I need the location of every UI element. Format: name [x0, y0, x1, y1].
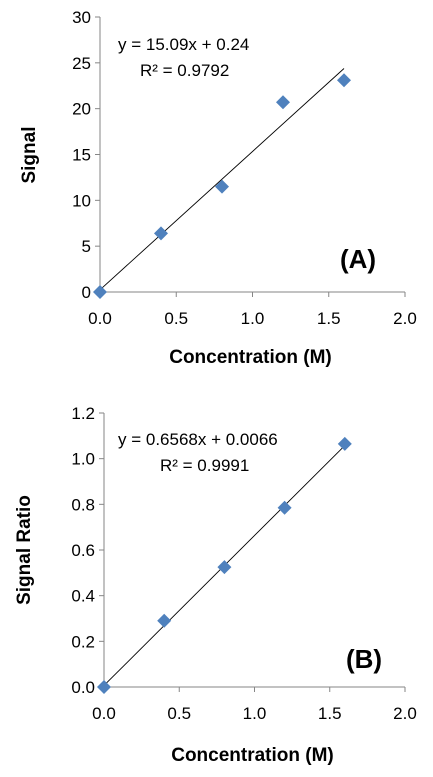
- y-tick-label: 0.2: [71, 632, 95, 651]
- data-point-marker: [276, 95, 290, 110]
- y-tick-label: 10: [72, 191, 91, 210]
- data-point-marker: [157, 613, 172, 628]
- data-point-marker: [215, 179, 229, 194]
- x-axis-title: Concentration (M): [171, 745, 334, 766]
- trendline-equation: y = 15.09x + 0.24: [118, 35, 249, 54]
- panel-label: (A): [340, 244, 376, 274]
- data-point-marker: [217, 560, 232, 575]
- x-tick-label: 0.5: [167, 704, 191, 723]
- panel-label: (B): [346, 644, 382, 674]
- y-axis-title: Signal: [19, 126, 40, 183]
- y-tick-label: 0.6: [71, 541, 95, 560]
- y-tick-label: 25: [72, 54, 91, 73]
- x-tick-label: 0.5: [164, 309, 188, 328]
- data-point-marker: [277, 500, 292, 515]
- y-tick-label: 20: [72, 100, 91, 119]
- trendline-equation: y = 0.6568x + 0.0066: [118, 430, 278, 449]
- trendline: [99, 68, 345, 291]
- x-tick-label: 1.0: [243, 704, 267, 723]
- y-tick-label: 1.0: [71, 450, 95, 469]
- x-tick-label: 1.0: [241, 309, 265, 328]
- y-tick-label: 0.8: [71, 495, 95, 514]
- x-tick-label: 2.0: [393, 704, 417, 723]
- data-point-marker: [154, 226, 168, 241]
- data-point-marker: [97, 680, 111, 694]
- data-point-marker: [93, 285, 107, 299]
- x-tick-label: 1.5: [317, 309, 341, 328]
- x-tick-label: 0.0: [88, 309, 112, 328]
- y-axis-title: Signal Ratio: [14, 495, 35, 605]
- x-axis-title: Concentration (M): [169, 347, 332, 368]
- y-tick-label: 0.0: [71, 678, 95, 697]
- r-squared-label: R² = 0.9792: [140, 61, 229, 80]
- y-tick-label: 0.4: [71, 587, 95, 606]
- x-tick-label: 1.5: [318, 704, 342, 723]
- data-point-marker: [337, 436, 352, 451]
- y-tick-label: 30: [72, 8, 91, 27]
- y-tick-label: 1.2: [71, 404, 95, 423]
- data-point-marker: [337, 73, 351, 88]
- r-squared-label: R² = 0.9991: [160, 456, 249, 475]
- y-tick-label: 5: [82, 237, 91, 256]
- y-tick-label: 0: [82, 283, 91, 302]
- x-tick-label: 2.0: [393, 309, 417, 328]
- y-tick-label: 15: [72, 146, 91, 165]
- x-tick-label: 0.0: [92, 704, 116, 723]
